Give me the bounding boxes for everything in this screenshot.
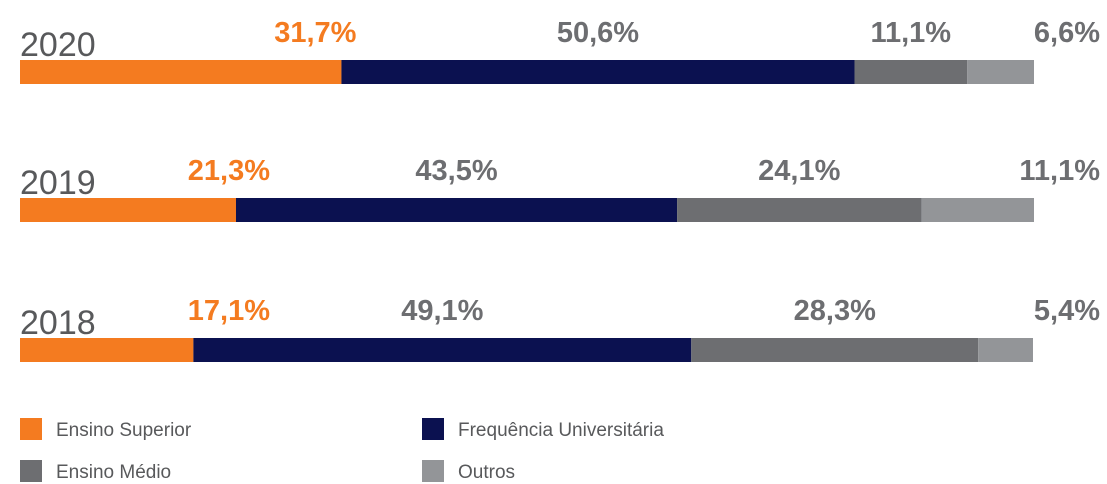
legend-swatch bbox=[422, 460, 444, 482]
value-label: 24,1% bbox=[758, 155, 840, 187]
year-label: 2018 bbox=[20, 304, 96, 342]
bar-segment bbox=[967, 60, 1034, 84]
bar-segment bbox=[20, 338, 194, 362]
bar-segment bbox=[235, 198, 678, 222]
value-label: 21,3% bbox=[188, 155, 270, 187]
value-label: 28,3% bbox=[794, 295, 876, 327]
value-label: 5,4% bbox=[1034, 295, 1100, 327]
legend-swatch bbox=[20, 460, 42, 482]
value-label: 50,6% bbox=[557, 17, 639, 49]
bar-segment bbox=[677, 198, 922, 222]
bar-segment bbox=[20, 60, 342, 84]
value-label: 17,1% bbox=[188, 295, 270, 327]
legend-label: Ensino Médio bbox=[56, 462, 171, 483]
bar-segment bbox=[341, 60, 855, 84]
value-label: 43,5% bbox=[415, 155, 497, 187]
legend-swatch bbox=[20, 418, 42, 440]
bar-segment bbox=[978, 338, 1033, 362]
value-label: 31,7% bbox=[274, 17, 356, 49]
bar-segment bbox=[691, 338, 979, 362]
year-label: 2019 bbox=[20, 164, 96, 202]
bar-segment bbox=[20, 198, 236, 222]
value-label: 11,1% bbox=[870, 17, 951, 49]
bar-segment bbox=[854, 60, 968, 84]
value-label: 49,1% bbox=[401, 295, 483, 327]
legend-label: Ensino Superior bbox=[56, 420, 192, 441]
legend-label: Outros bbox=[458, 462, 515, 483]
value-label: 11,1% bbox=[1019, 155, 1100, 187]
year-label: 2020 bbox=[20, 26, 96, 64]
bar-segment bbox=[921, 198, 1034, 222]
bar-segment bbox=[193, 338, 692, 362]
legend-swatch bbox=[422, 418, 444, 440]
value-label: 6,6% bbox=[1034, 17, 1100, 49]
legend-label: Frequência Universitária bbox=[458, 420, 664, 441]
